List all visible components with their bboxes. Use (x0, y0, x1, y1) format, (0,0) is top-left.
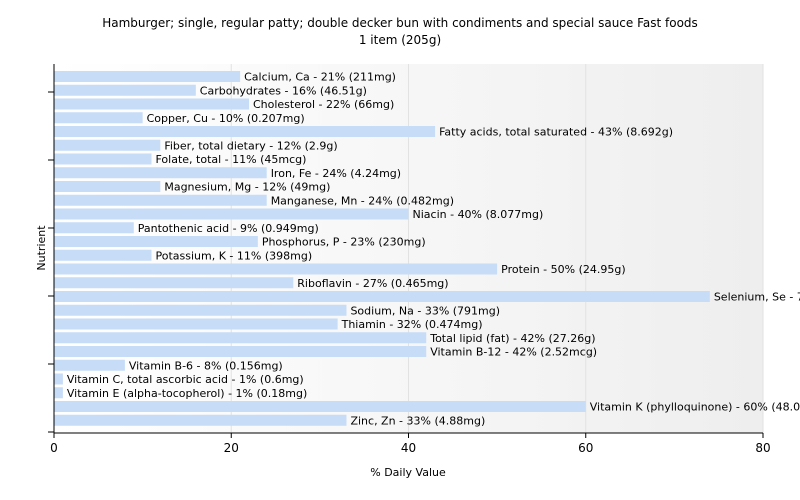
bar (54, 71, 241, 82)
x-tick-label: 20 (224, 441, 239, 455)
bar-label: Calcium, Ca - 21% (211mg) (244, 71, 396, 84)
bar-label: Magnesium, Mg - 12% (49mg) (164, 181, 330, 194)
bar (54, 401, 586, 412)
bar (54, 387, 63, 399)
bar-label: Folate, total - 11% (45mcg) (155, 153, 306, 166)
bar (54, 373, 63, 385)
bar-label: Cholesterol - 22% (66mg) (253, 98, 394, 111)
y-axis-label: Nutrient (35, 225, 48, 271)
bar-label: Selenium, Se - 74% (51.9mcg) (714, 291, 800, 304)
bar-label: Thiamin - 32% (0.474mg) (341, 318, 483, 331)
bar (54, 153, 152, 165)
bar (54, 318, 338, 330)
bar-label: Phosphorus, P - 23% (230mg) (262, 236, 426, 249)
bar-label: Vitamin C, total ascorbic acid - 1% (0.6… (67, 373, 304, 386)
x-tick-label: 60 (578, 441, 593, 455)
bar (54, 194, 267, 206)
bar-label: Potassium, K - 11% (398mg) (155, 249, 312, 262)
gridlines (230, 64, 764, 433)
bar-label: Niacin - 40% (8.077mg) (413, 208, 544, 221)
bar-label: Fiber, total dietary - 12% (2.9g) (164, 139, 337, 152)
chart-title: Hamburger; single, regular patty; double… (102, 16, 698, 30)
bar-label: Vitamin E (alpha-tocopherol) - 1% (0.18m… (67, 387, 307, 400)
x-tick-label: 40 (401, 441, 416, 455)
bar-label: Sodium, Na - 33% (791mg) (350, 304, 500, 317)
bar (54, 181, 161, 192)
chart-subtitle: 1 item (205g) (359, 33, 441, 47)
bar (54, 249, 152, 261)
x-axis-label: % Daily Value (370, 466, 446, 479)
bar-label: Carbohydrates - 16% (46.51g) (200, 84, 367, 97)
bar (54, 332, 427, 344)
bar (54, 167, 267, 179)
bar (54, 277, 294, 289)
bar-label: Fatty acids, total saturated - 43% (8.69… (439, 126, 673, 139)
x-tick-label: 0 (50, 441, 58, 455)
bar (54, 236, 258, 247)
bar-label: Pantothenic acid - 9% (0.949mg) (138, 222, 319, 235)
bar (54, 414, 347, 426)
bar-label: Manganese, Mn - 24% (0.482mg) (271, 194, 454, 207)
bar (54, 304, 347, 316)
bar (54, 346, 427, 357)
bar-label: Vitamin B-6 - 8% (0.156mg) (129, 359, 283, 372)
bar (54, 84, 196, 96)
bar-label: Total lipid (fat) - 42% (27.26g) (429, 332, 595, 345)
bar (54, 98, 249, 110)
bar (54, 222, 134, 234)
bar-label: Iron, Fe - 24% (4.24mg) (271, 167, 401, 180)
bar (54, 208, 409, 220)
bar-label: Riboflavin - 27% (0.465mg) (297, 277, 448, 290)
bar-label: Protein - 50% (24.95g) (501, 263, 626, 276)
bar (54, 291, 710, 302)
x-axis-ticks: 0 20 40 60 80 (50, 433, 771, 455)
bar (54, 126, 436, 137)
bar (54, 112, 143, 124)
bar (54, 139, 161, 151)
bar (54, 263, 498, 275)
bar-label: Zinc, Zn - 33% (4.88mg) (350, 414, 485, 427)
y-axis-ticks (48, 91, 54, 433)
bar-label: Copper, Cu - 10% (0.207mg) (147, 112, 305, 125)
bar (54, 359, 125, 371)
x-tick-label: 80 (755, 441, 770, 455)
bar-label: Vitamin B-12 - 42% (2.52mcg) (430, 346, 597, 359)
bars (54, 71, 710, 426)
bar-label: Vitamin K (phylloquinone) - 60% (48.0mcg… (590, 401, 800, 414)
bar-labels: Calcium, Ca - 21% (211mg)Carbohydrates -… (67, 71, 800, 428)
